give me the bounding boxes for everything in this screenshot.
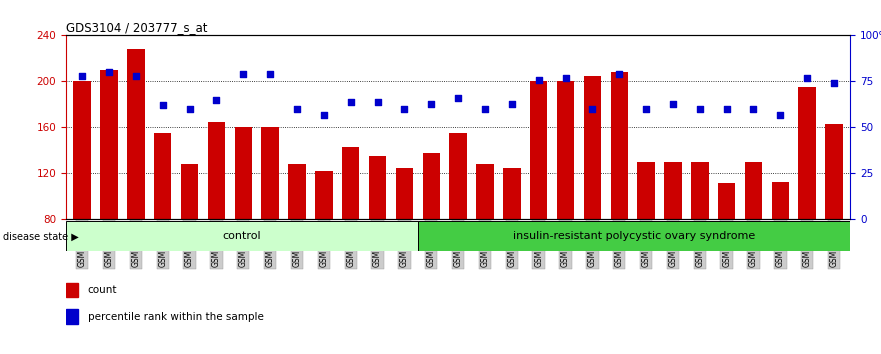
Bar xyxy=(181,164,198,219)
Bar xyxy=(557,81,574,219)
Bar xyxy=(503,168,521,219)
Bar xyxy=(449,133,467,219)
Point xyxy=(263,71,278,77)
Bar xyxy=(825,124,843,219)
Bar xyxy=(744,162,762,219)
Text: disease state ▶: disease state ▶ xyxy=(3,231,78,241)
Point xyxy=(236,71,250,77)
Point xyxy=(425,101,439,106)
Bar xyxy=(234,127,252,219)
Point xyxy=(585,106,599,112)
Bar xyxy=(798,87,816,219)
Point xyxy=(478,106,492,112)
Point xyxy=(397,106,411,112)
Text: percentile rank within the sample: percentile rank within the sample xyxy=(87,312,263,321)
Bar xyxy=(369,156,386,219)
Bar xyxy=(423,153,440,219)
Point xyxy=(451,95,465,101)
Bar xyxy=(396,168,413,219)
Point xyxy=(210,97,224,103)
Bar xyxy=(664,162,682,219)
Point xyxy=(156,103,170,108)
Point xyxy=(290,106,304,112)
Bar xyxy=(262,127,279,219)
Bar xyxy=(772,182,789,219)
Bar xyxy=(691,162,708,219)
Bar xyxy=(66,309,78,324)
Text: count: count xyxy=(87,285,117,295)
Point xyxy=(692,106,707,112)
Point xyxy=(827,80,841,86)
Point xyxy=(746,106,760,112)
Bar xyxy=(718,183,736,219)
Text: insulin-resistant polycystic ovary syndrome: insulin-resistant polycystic ovary syndr… xyxy=(513,231,755,241)
Point xyxy=(774,112,788,118)
Bar xyxy=(127,49,144,219)
Point xyxy=(102,69,116,75)
Bar xyxy=(315,171,333,219)
Point xyxy=(800,75,814,81)
Point xyxy=(612,71,626,77)
Bar xyxy=(73,81,91,219)
Bar xyxy=(530,81,547,219)
Bar xyxy=(66,282,78,297)
Bar xyxy=(100,70,118,219)
Bar xyxy=(583,76,601,219)
Point xyxy=(720,106,734,112)
Bar xyxy=(477,164,493,219)
Bar xyxy=(611,72,628,219)
Bar xyxy=(154,133,172,219)
Point xyxy=(129,73,143,79)
Point xyxy=(371,99,385,104)
Point xyxy=(317,112,331,118)
Point xyxy=(505,101,519,106)
Text: GDS3104 / 203777_s_at: GDS3104 / 203777_s_at xyxy=(66,21,208,34)
Bar xyxy=(418,221,850,251)
Point xyxy=(75,73,89,79)
Bar xyxy=(342,147,359,219)
Bar xyxy=(637,162,655,219)
Point xyxy=(182,106,196,112)
Point xyxy=(531,77,545,82)
Point xyxy=(666,101,680,106)
Point xyxy=(559,75,573,81)
Point xyxy=(344,99,358,104)
Bar xyxy=(66,221,418,251)
Point xyxy=(639,106,653,112)
Text: control: control xyxy=(223,231,261,241)
Bar xyxy=(288,164,306,219)
Bar xyxy=(208,122,226,219)
